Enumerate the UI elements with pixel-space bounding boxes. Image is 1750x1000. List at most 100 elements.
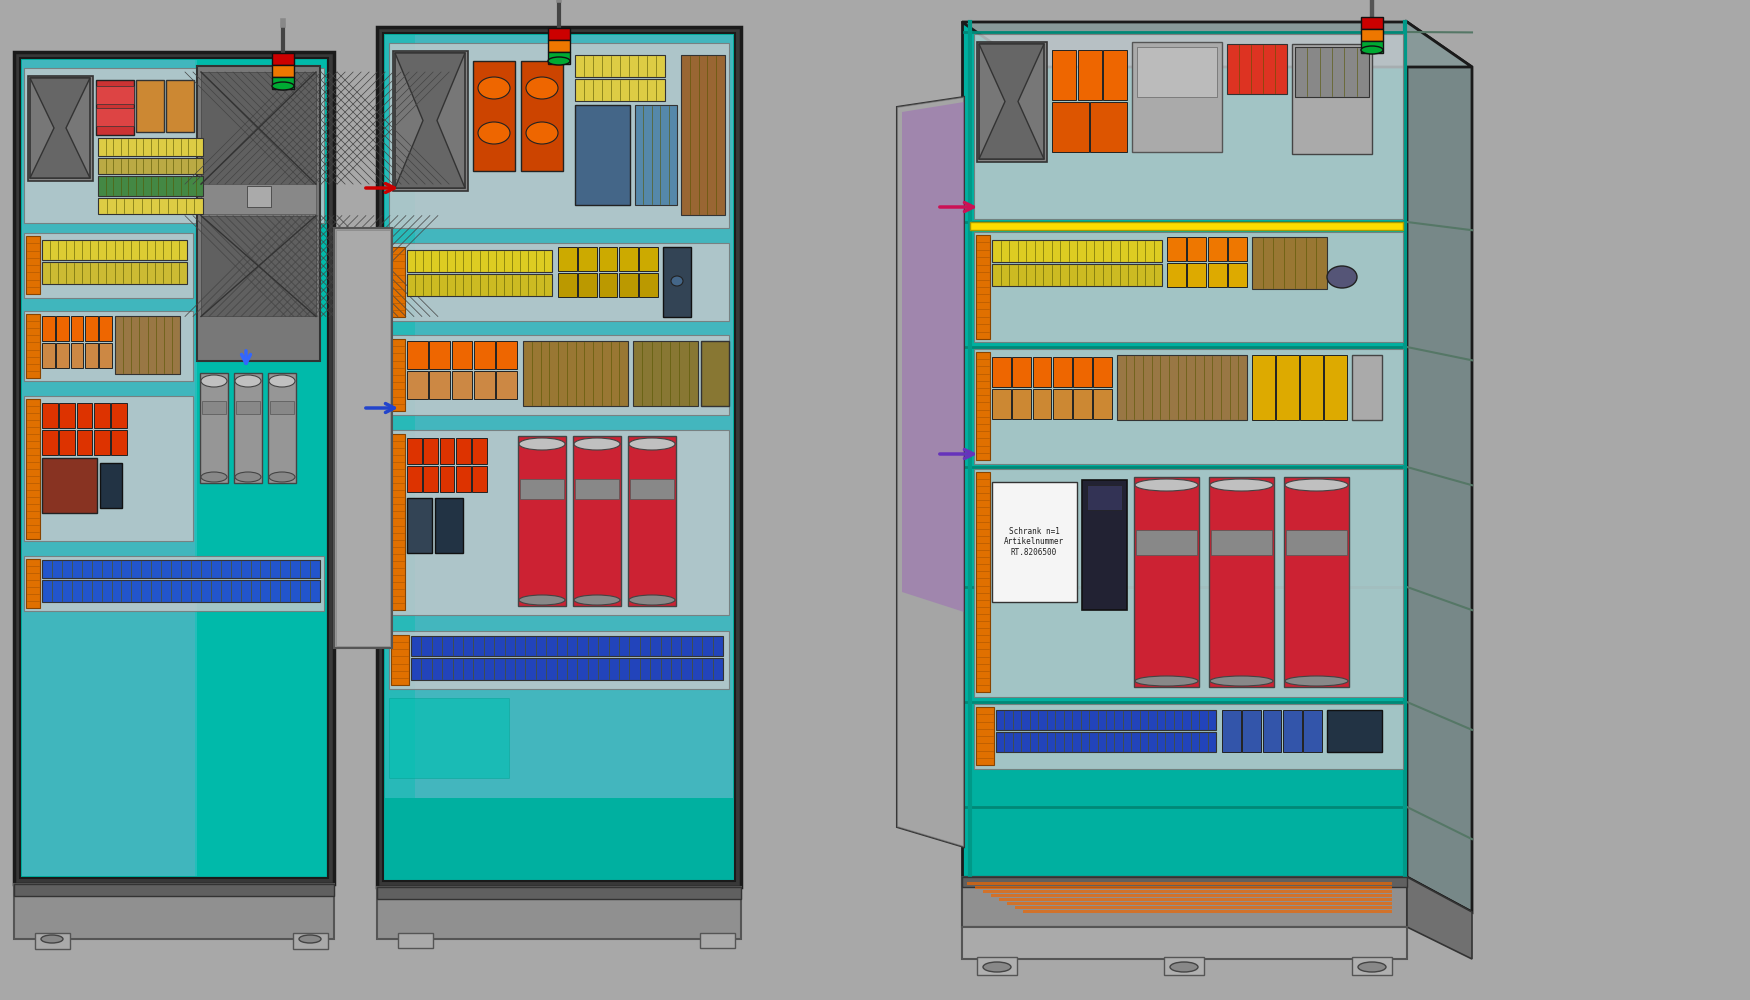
Ellipse shape — [527, 122, 558, 144]
Bar — [1188, 263, 1206, 287]
Bar — [1228, 263, 1248, 287]
Bar — [1102, 50, 1127, 100]
Bar — [42, 560, 320, 578]
Bar — [411, 658, 723, 680]
Bar — [424, 438, 438, 464]
Bar — [271, 77, 294, 89]
Bar — [1090, 102, 1127, 152]
Bar — [977, 42, 1046, 162]
Bar — [996, 732, 1216, 752]
Bar — [963, 927, 1407, 959]
Bar — [28, 76, 93, 181]
Bar — [96, 108, 135, 126]
Bar — [572, 436, 621, 606]
Polygon shape — [901, 102, 964, 612]
Bar — [201, 184, 317, 214]
Bar — [166, 80, 194, 132]
Bar — [1362, 17, 1382, 29]
Ellipse shape — [670, 276, 682, 286]
Bar — [977, 235, 990, 339]
Bar — [473, 61, 514, 171]
Bar — [963, 877, 1407, 887]
Bar — [14, 884, 334, 896]
Bar — [60, 430, 75, 455]
Ellipse shape — [478, 122, 509, 144]
Bar — [1208, 263, 1227, 287]
Bar — [473, 466, 487, 492]
Bar — [42, 430, 58, 455]
Bar — [42, 240, 187, 260]
Ellipse shape — [201, 472, 228, 482]
Ellipse shape — [299, 935, 320, 943]
Bar — [388, 430, 730, 615]
Bar — [24, 396, 192, 541]
Ellipse shape — [270, 375, 296, 387]
Ellipse shape — [478, 77, 509, 99]
Bar — [992, 482, 1076, 602]
Bar — [60, 403, 75, 428]
Bar — [548, 28, 570, 40]
Polygon shape — [1407, 877, 1472, 959]
Ellipse shape — [270, 472, 296, 482]
Bar — [1304, 710, 1321, 752]
Bar — [1292, 44, 1372, 154]
Ellipse shape — [1136, 676, 1199, 686]
Bar — [975, 704, 1404, 769]
Ellipse shape — [1209, 479, 1272, 491]
Bar — [522, 61, 564, 171]
Ellipse shape — [201, 375, 228, 387]
Bar — [388, 43, 730, 228]
Ellipse shape — [548, 57, 570, 65]
Bar — [388, 631, 730, 689]
Bar — [397, 933, 432, 948]
Bar — [42, 262, 187, 284]
Bar — [1222, 710, 1241, 752]
Bar — [408, 274, 551, 296]
Bar — [30, 78, 89, 178]
Bar — [376, 27, 740, 887]
Bar — [1208, 237, 1227, 261]
Bar — [578, 247, 597, 271]
Bar — [24, 233, 192, 298]
Bar — [1188, 237, 1206, 261]
Bar — [112, 403, 128, 428]
Bar — [334, 228, 392, 648]
Bar — [42, 403, 58, 428]
Bar — [98, 176, 203, 196]
Bar — [1353, 957, 1391, 975]
Bar — [497, 341, 516, 369]
Bar — [1326, 710, 1382, 752]
Bar — [1228, 237, 1248, 261]
Bar — [77, 403, 93, 428]
Bar — [977, 352, 990, 460]
Bar — [1015, 906, 1391, 909]
Bar — [1276, 355, 1298, 420]
Bar — [1006, 902, 1391, 905]
Bar — [94, 403, 110, 428]
Bar — [1094, 389, 1111, 419]
Bar — [523, 341, 628, 406]
Bar — [1073, 357, 1092, 387]
Bar — [201, 400, 226, 414]
Bar — [56, 343, 68, 368]
Bar — [1262, 710, 1281, 752]
Bar — [576, 479, 620, 499]
Bar — [963, 877, 1407, 927]
Bar — [26, 236, 40, 294]
Bar — [26, 399, 40, 539]
Bar — [1136, 530, 1197, 555]
Bar — [457, 466, 471, 492]
Bar — [1353, 355, 1382, 420]
Bar — [116, 316, 180, 374]
Bar — [236, 400, 261, 414]
Ellipse shape — [234, 375, 261, 387]
Bar — [968, 882, 1391, 885]
Bar — [1362, 29, 1382, 41]
Bar — [77, 430, 93, 455]
Bar — [518, 436, 565, 606]
Bar — [200, 373, 228, 483]
Bar — [429, 371, 450, 399]
Bar — [408, 466, 422, 492]
Bar — [1283, 710, 1302, 752]
Bar — [247, 186, 271, 207]
